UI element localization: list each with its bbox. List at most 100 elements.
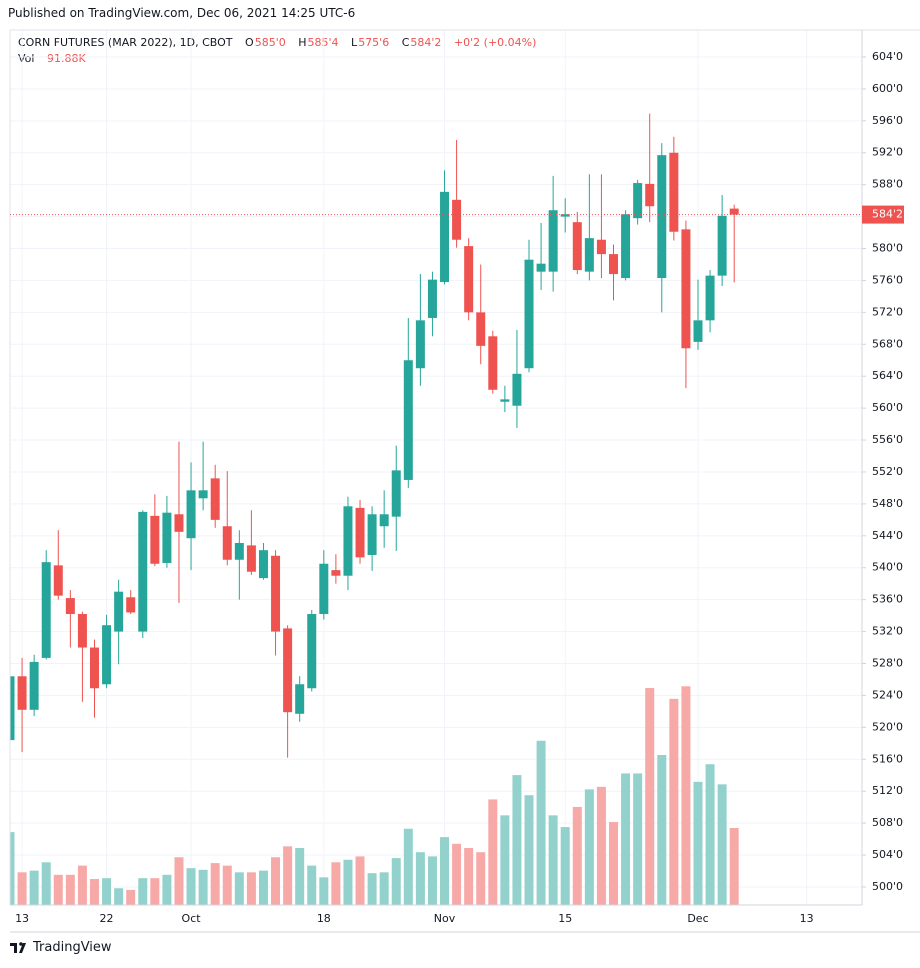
x-tick-label: 18	[317, 912, 331, 925]
volume-bar	[657, 754, 667, 905]
high-label: H	[298, 36, 307, 49]
candle-body	[560, 214, 570, 217]
volume-bar	[645, 687, 655, 905]
open-label: O	[245, 36, 254, 49]
volume-bar	[17, 872, 27, 905]
volume-bar	[114, 888, 124, 905]
volume-bar	[512, 775, 522, 905]
volume-bar	[41, 862, 51, 905]
y-tick-label: 540'0	[872, 561, 903, 574]
candle-body	[452, 199, 462, 240]
candle-body	[669, 152, 679, 232]
volume-value: 91.88K	[46, 52, 86, 65]
volume-bar	[560, 827, 570, 905]
candle-body	[283, 628, 293, 713]
close-label: C	[401, 36, 410, 49]
candle-body	[331, 570, 341, 576]
volume-bar	[150, 878, 160, 905]
symbol: CORN FUTURES (MAR 2022), 1D, CBOT	[18, 36, 233, 49]
candle-body	[89, 647, 99, 689]
volume-bar	[319, 877, 329, 905]
logo-dot	[19, 941, 23, 946]
volume-bar	[536, 740, 546, 905]
volume-bar	[548, 815, 558, 905]
candle-body	[355, 507, 365, 558]
candle-body	[53, 565, 63, 596]
candle-body	[391, 470, 401, 517]
plot-area	[10, 113, 739, 905]
y-tick-label: 588'0	[872, 178, 903, 191]
volume-bar	[669, 698, 679, 905]
volume-bar	[283, 846, 293, 905]
candle-body	[379, 514, 389, 527]
volume-bar	[331, 862, 341, 905]
y-tick-label: 564'0	[872, 369, 903, 382]
volume-bar	[729, 828, 739, 905]
candle-body	[476, 312, 486, 346]
y-tick-label: 556'0	[872, 433, 903, 446]
candle-body	[524, 259, 534, 369]
y-tick-label: 512'0	[872, 784, 903, 797]
volume-bar	[572, 806, 582, 905]
chart: 500'0 504'0 508'0 512'0 516'0 520'0 524'0 528'0…	[9, 29, 920, 933]
volume-bar	[391, 858, 401, 905]
volume-bar	[343, 859, 353, 905]
volume-bar	[476, 852, 486, 905]
y-tick-label: 580'0	[872, 242, 903, 255]
volume-bar	[126, 889, 136, 905]
volume-bar	[355, 856, 365, 905]
candle-body	[307, 614, 317, 689]
volume-bar	[186, 868, 196, 905]
brand-logo	[10, 941, 26, 953]
y-tick-label: 536'0	[872, 593, 903, 606]
candle-body	[29, 661, 39, 710]
candle-body	[645, 183, 655, 207]
x-tick-label: 15	[558, 912, 572, 925]
y-tick-label: 600'0	[872, 82, 903, 95]
x-tick-label: 13	[800, 912, 814, 925]
y-tick-label: 524'0	[872, 688, 903, 701]
candle-body	[222, 526, 232, 560]
candle-body	[246, 545, 256, 572]
y-tick-label: 516'0	[872, 752, 903, 765]
candle-body	[138, 511, 148, 632]
candle-body	[440, 191, 450, 283]
candle-body	[512, 373, 522, 406]
volume-bar	[488, 799, 498, 905]
candle-body	[77, 614, 87, 648]
volume-bar	[10, 832, 15, 905]
candle-body	[41, 562, 51, 658]
candle-body	[126, 597, 136, 613]
volume-bar	[452, 843, 462, 905]
candle-body	[367, 514, 377, 555]
candle-body	[114, 591, 124, 632]
close-value: 584'2	[410, 36, 442, 49]
candle-body	[10, 676, 15, 741]
volume-bar	[524, 795, 534, 905]
volume-bar	[295, 848, 305, 905]
y-tick-label: 544'0	[872, 529, 903, 542]
last-price-label: 584'2	[872, 208, 903, 221]
candle-body	[17, 676, 27, 710]
change-value: +0'2 (+0.04%)	[453, 36, 537, 49]
candle-body	[488, 336, 498, 390]
y-tick-label: 552'0	[872, 465, 903, 478]
y-tick-label: 520'0	[872, 720, 903, 733]
candle-body	[343, 506, 353, 576]
brand-name: TradingView	[33, 940, 112, 955]
y-tick-label: 508'0	[872, 816, 903, 829]
y-tick-label: 592'0	[872, 146, 903, 159]
candle-body	[150, 515, 160, 564]
y-tick-label: 532'0	[872, 625, 903, 638]
candle-body	[633, 183, 643, 219]
candle-body	[295, 684, 305, 714]
volume-bar	[681, 686, 691, 905]
low-label: L	[351, 36, 358, 49]
y-tick-label: 500'0	[872, 880, 903, 893]
volume-bar	[584, 789, 594, 905]
candle-body	[271, 555, 281, 632]
candle-body	[319, 563, 329, 615]
candle-body	[427, 279, 437, 318]
volume-bar	[717, 784, 727, 905]
volume-bar	[500, 815, 510, 905]
